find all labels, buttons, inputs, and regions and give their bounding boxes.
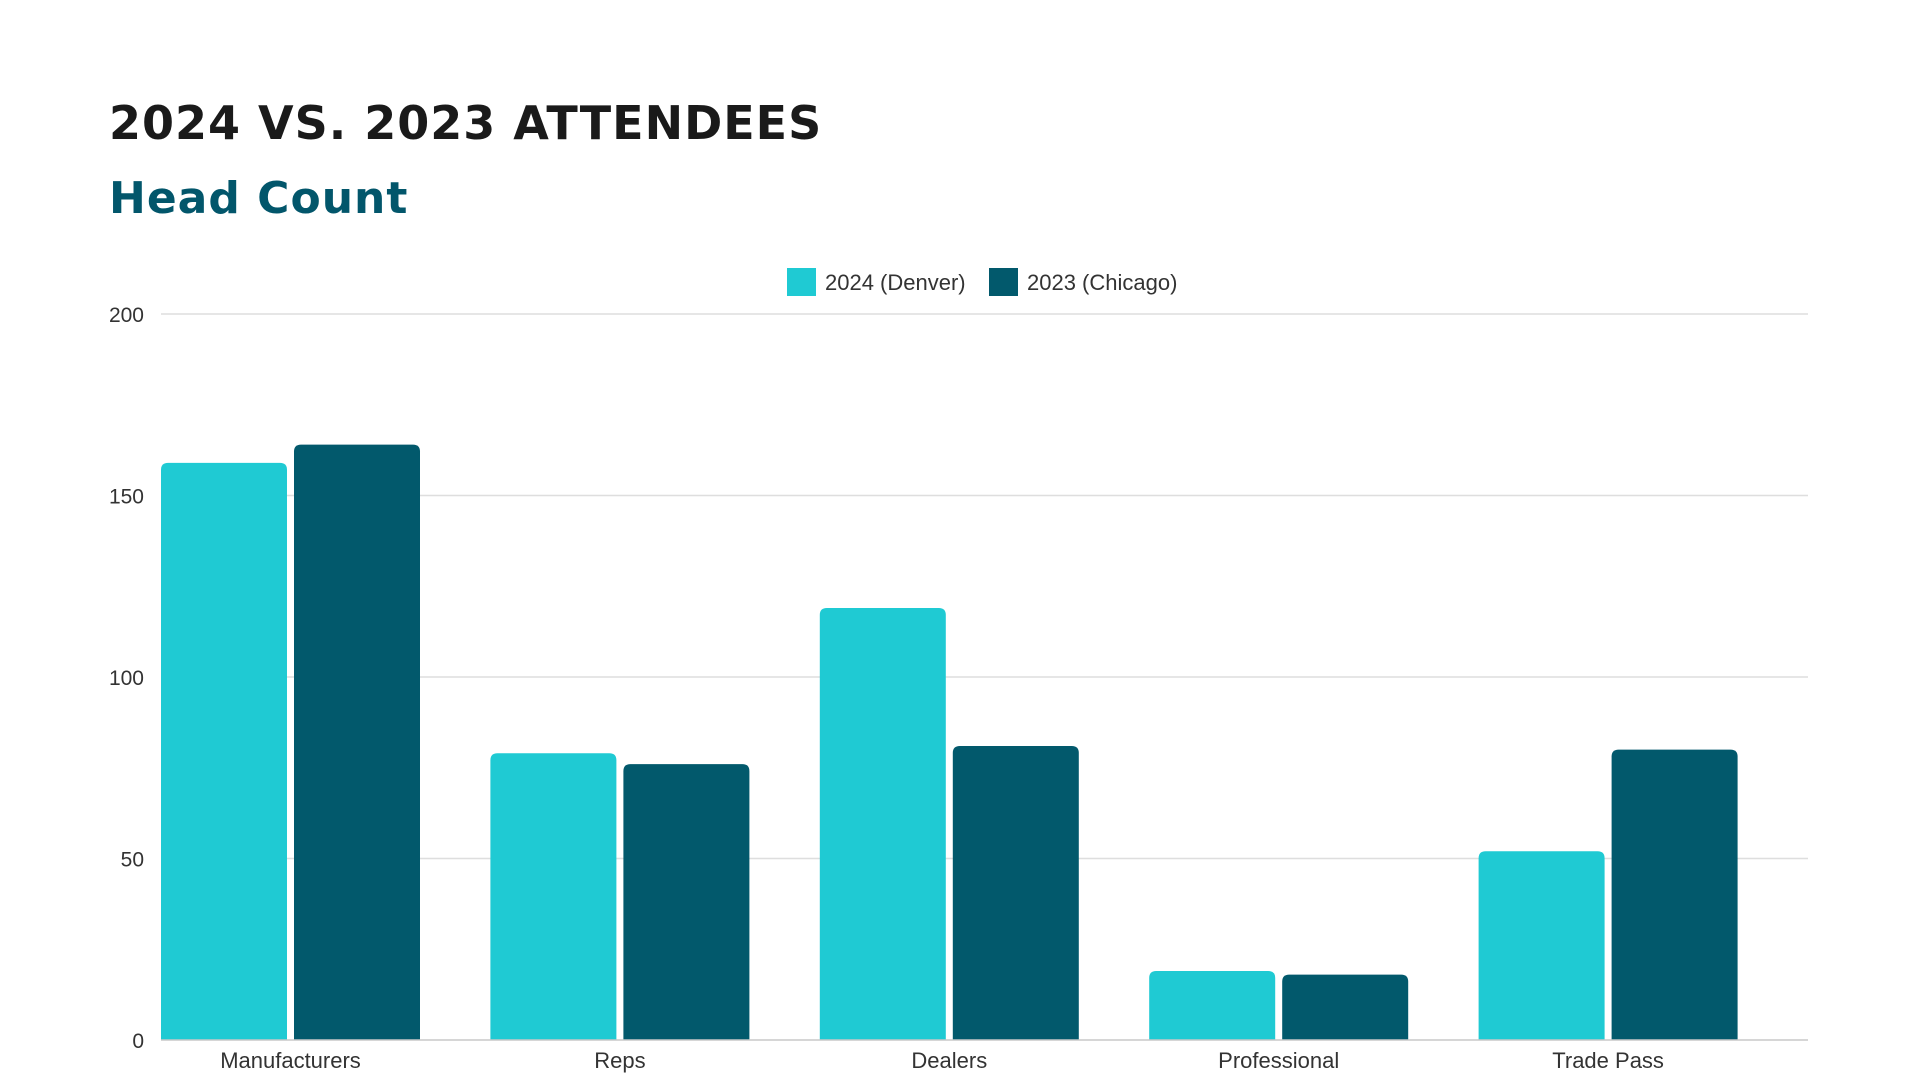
bar-manufacturers-2023 (294, 444, 420, 1040)
legend-swatch (989, 268, 1018, 296)
x-tick-label: Reps (594, 1048, 645, 1073)
x-tick-label: Manufacturers (220, 1048, 361, 1073)
bar-reps-2023 (623, 764, 750, 1040)
bar-dealers-2024 (819, 608, 946, 1040)
legend: 2024 (Denver) 2023 (Chicago) (787, 268, 1177, 296)
axes: 0 50 100 150 200 Manufacturers Reps Dealers Prof… (109, 304, 1808, 1073)
x-tick-label: Professional (1218, 1048, 1339, 1073)
x-tick-label: Trade Pass (1552, 1048, 1664, 1073)
y-tick-label: 200 (109, 304, 144, 327)
bar-reps-2024 (490, 753, 617, 1040)
legend-label: 2023 (Chicago) (1027, 270, 1177, 295)
chart-subtitle: Head Count (109, 173, 409, 224)
bar-manufacturers-2024 (161, 462, 287, 1041)
y-tick-label: 100 (109, 667, 144, 690)
bar-professional-2023 (1282, 974, 1409, 1040)
bar-dealers-2023 (952, 745, 1079, 1040)
bar-trade-pass-2023 (1611, 749, 1738, 1040)
bar-professional-2024 (1149, 971, 1276, 1040)
y-tick-label: 150 (109, 486, 144, 509)
x-tick-label: Dealers (911, 1048, 987, 1073)
bars (161, 444, 1738, 1041)
y-tick-label: 0 (132, 1030, 144, 1053)
chart-title: 2024 VS. 2023 ATTENDEES (109, 96, 823, 150)
bar-trade-pass-2024 (1478, 851, 1605, 1040)
legend-label: 2024 (Denver) (825, 270, 966, 295)
legend-swatch (787, 268, 816, 296)
y-tick-label: 50 (121, 849, 144, 872)
